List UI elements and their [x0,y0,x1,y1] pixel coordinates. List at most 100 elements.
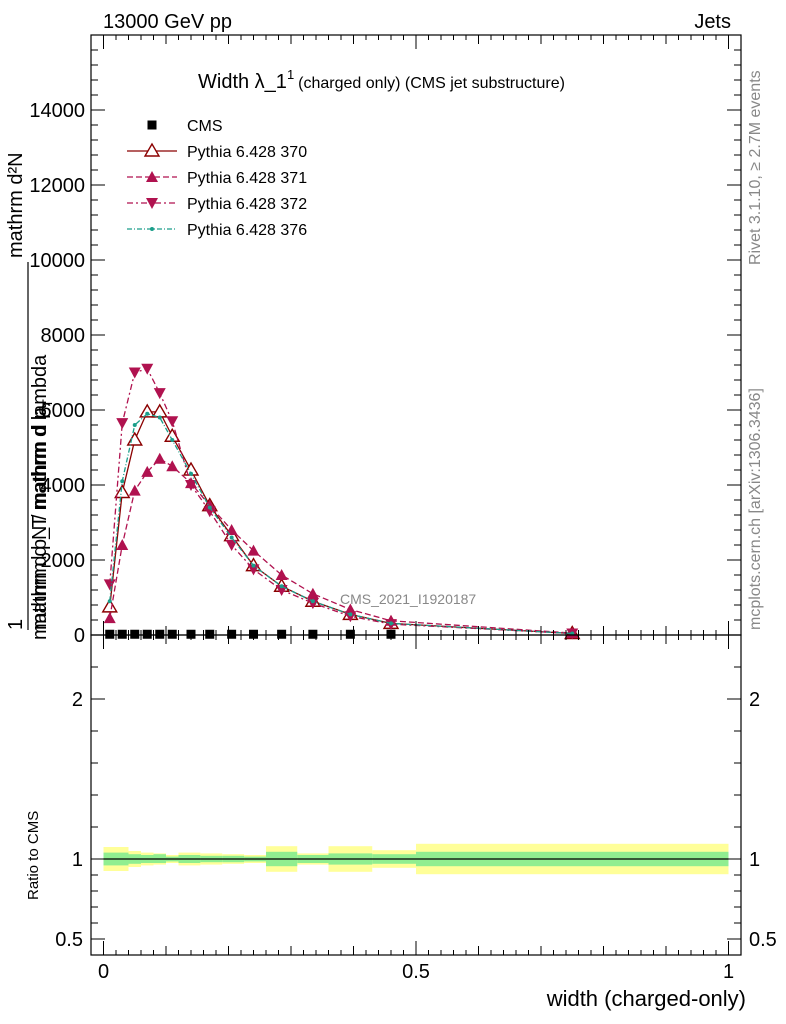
data-point [185,480,197,491]
ylabel-frac-den: mathrm d N / mathrm d pT [29,399,55,630]
data-point [128,367,141,379]
legend-label: Pythia 6.428 376 [187,222,307,239]
main-y-tick-label: 6000 [41,400,86,422]
ylabel-frac-den-text: mathrm d N / mathrm d p [29,408,51,630]
data-point [141,465,154,477]
data-point [225,524,238,535]
data-point [141,363,154,375]
ratio-x-axis: 0 0.5 1 [98,635,734,983]
data-point [105,629,115,639]
data-point [107,599,112,604]
data-point [189,471,193,476]
data-point [348,612,353,617]
data-point [120,479,125,484]
legend-entry: Pythia 6.428 372 [127,196,307,213]
watermark-label: CMS_2021_I1920187 [340,591,476,607]
data-point [170,438,175,442]
data-point [147,120,157,130]
legend: CMS Pythia 6.428 370 Pythia 6.428 371 Pythi… [127,118,307,239]
chart-title: Width λ_11 (charged only) (CMS jet substr… [198,67,565,93]
main-series-layer [101,363,581,640]
data-point [310,599,315,604]
ratio-y-tick-label-right: 0.5 [749,929,777,951]
data-point [229,535,234,540]
data-point [146,171,158,182]
legend-entry: CMS [147,118,223,135]
data-point [132,423,137,427]
chart-title-main: Width λ_1 [198,71,287,93]
data-point [143,142,161,157]
ratio-bands [103,843,729,875]
series-4 [107,411,575,636]
ratio-y-tick-label: 1 [72,849,83,871]
data-point [145,411,150,416]
data-point [277,629,287,639]
data-point [306,587,319,599]
data-point [166,460,179,472]
data-point [279,584,284,589]
main-y-tick-label: 10000 [29,250,85,272]
main-y-tick-label: 0 [74,625,85,647]
data-point [308,629,318,639]
data-point [151,403,168,418]
ylabel-top: mathrm d²N [5,152,27,258]
legend-label: Pythia 6.428 371 [187,170,307,187]
main-y-tick-label: 2000 [41,550,86,572]
x-tick-label: 0.5 [402,961,430,983]
data-point [128,484,141,496]
chart-subtitle: (charged only) (CMS jet substructure) [298,75,565,92]
main-y-axis: 0 2000 4000 6000 8000 10000 12000 14000 [29,34,741,647]
data-point [139,403,156,418]
data-point [389,621,393,626]
data-point [153,452,166,464]
data-point [146,198,158,209]
data-point [166,416,179,428]
data-point [101,598,118,613]
main-y-label: mathrm d²N mathrm d p_T mathrm d lambda … [5,152,55,640]
data-point [203,506,216,518]
data-point [167,629,177,639]
main-y-tick-label: 4000 [41,475,86,497]
legend-label: Pythia 6.428 372 [187,196,307,213]
ratio-frame [90,634,742,956]
data-point [205,629,215,639]
data-point [275,569,288,580]
ylabel-top2: mathrm d p_T mathrm d lambda [29,354,51,640]
data-point [345,629,355,639]
ratio-y-tick-label: 0.5 [55,929,83,951]
source-label: mcplots.cern.ch [arXiv:1306.3436] [747,388,764,630]
category-label: Jets [694,11,731,33]
data-point [126,431,143,446]
data-point [116,539,129,550]
ratio-y-tick-label-right: 2 [749,689,760,711]
energy-label: 13000 GeV pp [103,11,232,33]
main-y-tick-label: 8000 [41,325,86,347]
main-y-tick-label: 14000 [29,100,85,122]
legend-entry: Pythia 6.428 370 [127,142,307,161]
data-point [117,629,127,639]
data-point [103,579,116,591]
legend-label: CMS [187,118,223,135]
data-point [155,629,165,639]
data-point [142,629,152,639]
data-point [207,505,212,510]
data-point [247,544,260,556]
data-point [150,227,154,231]
ratio-y-label: Ratio to CMS [25,811,42,900]
x-tick-label: 0 [98,961,109,983]
data-point [251,563,256,568]
series-2 [103,452,579,639]
rivet-version-label: Rivet 3.1.10, ≥ 2.7M events [747,70,764,265]
legend-label: Pythia 6.428 370 [187,144,307,161]
chart-title-sup: 1 [287,67,294,82]
ratio-y-axis: 0.5 0.5 1 1 2 2 [55,666,777,951]
ylabel-tsub: T [39,399,55,408]
ylabel-frac-num: 1 [5,619,27,630]
ylabel-bottom: 1 [5,619,27,630]
data-point [153,388,166,400]
series-0 [105,629,396,639]
ratio-y-tick-label-right: 1 [749,849,760,871]
data-point [116,418,129,430]
data-point [225,540,238,551]
